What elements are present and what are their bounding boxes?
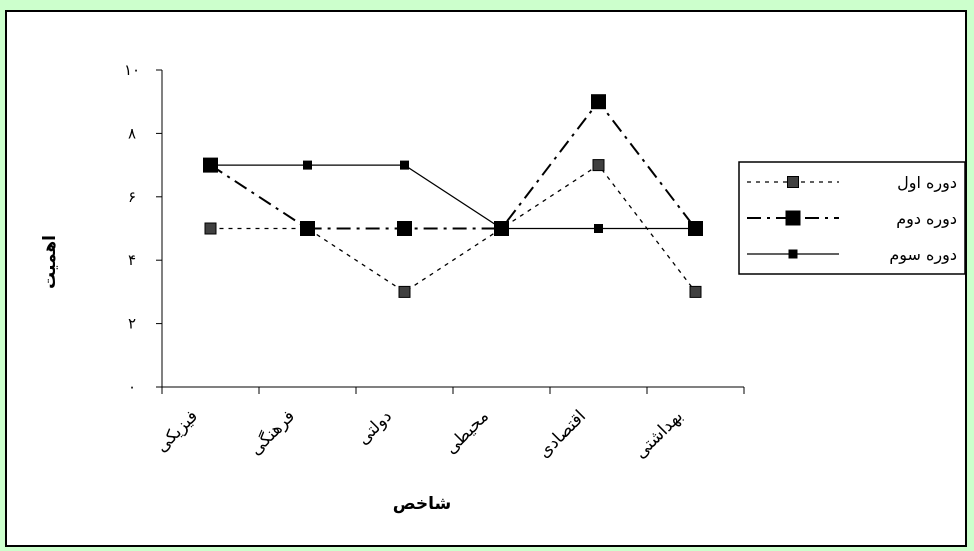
legend-marker-sample [788,249,798,259]
x-tick-label: بهداشتی [631,406,687,462]
legend-entry-label: دوره سوم [889,245,957,265]
data-point [497,224,506,233]
legend-marker-sample [785,210,801,226]
data-point [594,224,603,233]
series-lines [209,100,697,293]
data-point [397,221,412,236]
data-point [689,285,702,298]
x-tick-label: دولتی [353,406,396,449]
data-point [300,221,315,236]
y-tick-label: ۰ [128,378,136,396]
y-axis-title: اهمیت [40,235,60,289]
x-tick-label: محیطی [441,406,493,458]
data-point [398,285,411,298]
y-tick-label: ۸ [128,124,136,142]
axes: ۰ ۲ ۴ ۶ ۸ ۱۰ فیزیکی فرهنگی دولتی محیطی اقتصادی بهدا… [124,61,745,463]
y-tick-label: ۴ [128,251,136,269]
x-tick-label: فیزیکی [152,406,202,456]
legend: دوره اول دوره دوم دوره سوم [738,161,965,275]
x-tick-label: فرهنگی [245,406,299,460]
legend-marker-sample [787,176,799,188]
data-point [303,160,312,170]
data-point [691,224,700,233]
data-point [204,222,217,235]
series-markers [203,94,703,298]
data-point [400,160,409,170]
x-axis-title: شاخص [393,494,452,514]
x-tick-label: اقتصادی [534,406,590,462]
chart-frame: ۰ ۲ ۴ ۶ ۸ ۱۰ فیزیکی فرهنگی دولتی محیطی اقتصادی بهدا… [5,10,967,547]
line-chart: ۰ ۲ ۴ ۶ ۸ ۱۰ فیزیکی فرهنگی دولتی محیطی اقتصادی بهدا… [40,61,965,514]
y-tick-label: ۱۰ [124,61,140,79]
data-point [592,159,605,172]
series-line [210,164,697,293]
legend-entry-label: دوره دوم [896,209,957,229]
y-tick-label: ۲ [128,315,136,333]
y-tick-label: ۶ [128,188,136,206]
legend-entry-label: دوره اول [897,173,957,193]
data-point [591,94,606,110]
series-line [210,164,696,230]
series-line [209,100,697,230]
data-point [206,160,215,170]
